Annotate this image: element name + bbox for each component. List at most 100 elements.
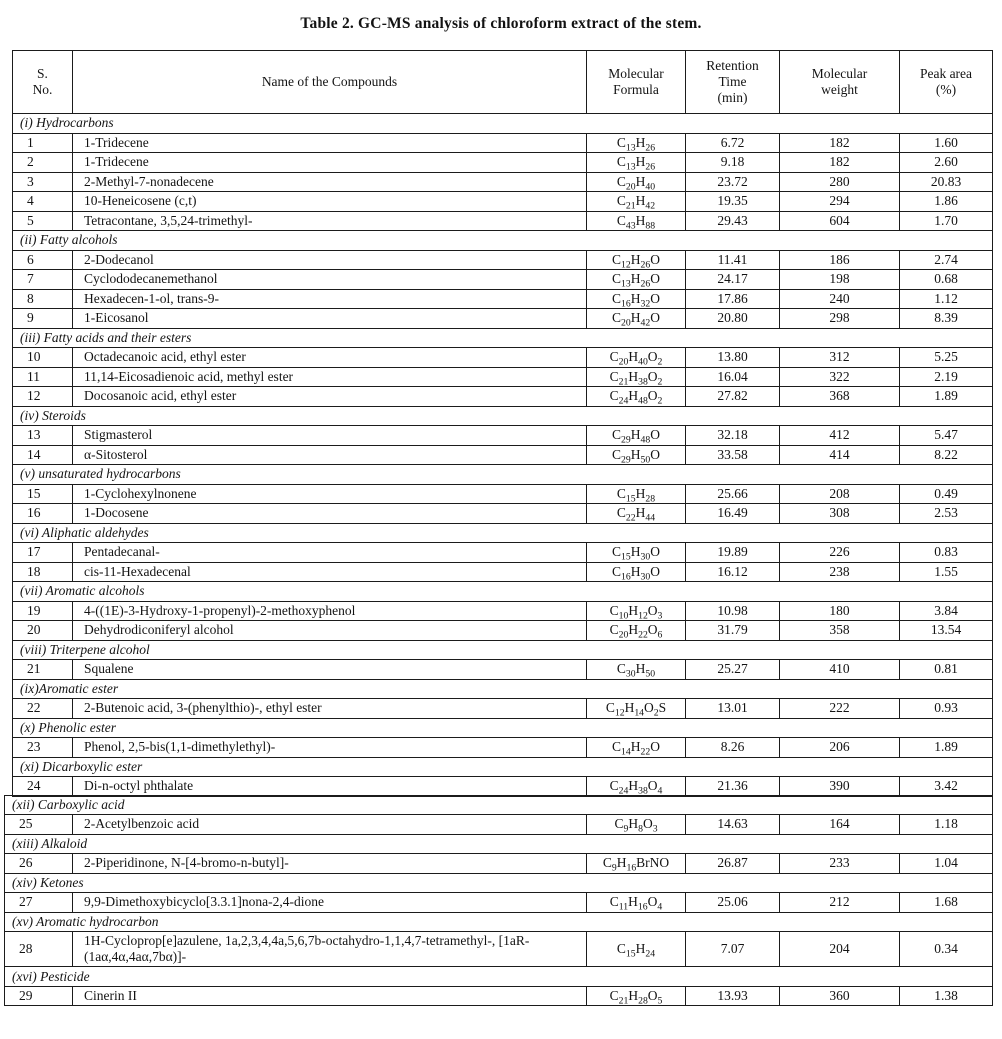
serial-number: 3 — [12, 171, 73, 192]
molecular-formula: C21H38O2 — [586, 366, 686, 387]
compound-name: 2-Piperidinone, N-[4-bromo-n-butyl]- — [72, 853, 587, 874]
compound-name: Di-n-octyl phthalate — [72, 776, 587, 797]
retention-time: 14.63 — [685, 814, 780, 835]
serial-number: 25 — [4, 814, 73, 835]
serial-number: 22 — [12, 698, 73, 719]
header-compound-name: Name of the Compounds — [72, 50, 587, 114]
peak-area: 8.22 — [899, 444, 993, 465]
serial-number: 4 — [12, 191, 73, 212]
molecular-weight: 182 — [779, 152, 900, 173]
compound-name: 1-Tridecene — [72, 152, 587, 173]
retention-time: 31.79 — [685, 620, 780, 641]
compound-name: 2-Methyl-7-nonadecene — [72, 171, 587, 192]
serial-number: 8 — [12, 288, 73, 309]
retention-time: 17.86 — [685, 288, 780, 309]
peak-area: 20.83 — [899, 171, 993, 192]
compound-row: 10 Octadecanoic acid, ethyl ester C20H40O2… — [12, 347, 993, 368]
molecular-weight: 298 — [779, 308, 900, 329]
molecular-weight: 412 — [779, 425, 900, 446]
compound-row: 16 1-Docosene C22H44 16.49 308 2.53 — [12, 503, 993, 524]
molecular-formula: C15H30O — [586, 542, 686, 563]
serial-number: 11 — [12, 366, 73, 387]
molecular-formula: C24H38O4 — [586, 776, 686, 797]
peak-area: 1.04 — [898, 853, 994, 874]
peak-area: 0.68 — [899, 269, 993, 290]
compound-row: 11 11,14-Eicosadienoic acid, methyl ester… — [12, 366, 993, 387]
section-label: (i) Hydrocarbons — [12, 113, 993, 134]
compound-name: Tetracontane, 3,5,24-trimethyl- — [72, 210, 587, 231]
section-row: (i) Hydrocarbons — [12, 113, 993, 134]
section-row: (xiii) Alkaloid — [3, 833, 994, 854]
compound-name: 2-Dodecanol — [72, 249, 587, 270]
compound-name: Hexadecen-1-ol, trans-9- — [72, 288, 587, 309]
peak-area: 0.83 — [899, 542, 993, 563]
compound-name: 1-Eicosanol — [72, 308, 587, 329]
section-row: (vii) Aromatic alcohols — [12, 581, 993, 602]
molecular-formula: C20H40 — [586, 171, 686, 192]
serial-number: 15 — [12, 483, 73, 504]
table-title: Table 2. GC-MS analysis of chloroform ex… — [300, 15, 702, 32]
compound-row: 26 2-Piperidinone, N-[4-bromo-n-butyl]- C9… — [4, 853, 994, 874]
peak-area: 2.60 — [899, 152, 993, 173]
section-label: (ix)Aromatic ester — [12, 678, 993, 699]
molecular-weight: 604 — [779, 210, 900, 231]
section-label: (xv) Aromatic hydrocarbon — [3, 911, 994, 932]
peak-area: 1.89 — [899, 386, 993, 407]
compound-name: 1-Docosene — [72, 503, 587, 524]
compound-name: Stigmasterol — [72, 425, 587, 446]
section-label: (iii) Fatty acids and their esters — [12, 327, 993, 348]
compound-name: Cinerin II — [72, 985, 587, 1007]
serial-number: 6 — [12, 249, 73, 270]
compound-name: Dehydrodiconiferyl alcohol — [72, 620, 587, 641]
molecular-formula: C29H50O — [586, 444, 686, 465]
section-label: (x) Phenolic ester — [12, 717, 993, 738]
retention-time: 25.06 — [685, 892, 780, 913]
molecular-weight: 164 — [779, 814, 900, 835]
molecular-weight: 212 — [779, 892, 900, 913]
compound-row: 12 Docosanoic acid, ethyl ester C24H48O2 27… — [12, 386, 993, 407]
serial-number: 9 — [12, 308, 73, 329]
peak-area: 0.93 — [899, 698, 993, 719]
section-label: (vi) Aliphatic aldehydes — [12, 522, 993, 543]
serial-number: 29 — [4, 985, 73, 1007]
compound-name: 1-Cyclohexylnonene — [72, 483, 587, 504]
compound-name: 11,14-Eicosadienoic acid, methyl ester — [72, 366, 587, 387]
molecular-formula: C22H44 — [586, 503, 686, 524]
compound-row: 29 Cinerin II C21H28O5 13.93 360 1.38 — [4, 985, 994, 1007]
serial-number: 16 — [12, 503, 73, 524]
header-retention-time: Retention Time (min) — [685, 50, 780, 114]
section-label: (xiii) Alkaloid — [3, 833, 994, 854]
peak-area: 5.47 — [899, 425, 993, 446]
compound-name: 1H-Cycloprop[e]azulene, 1a,2,3,4,4a,5,6,… — [72, 930, 587, 968]
retention-time: 19.89 — [685, 542, 780, 563]
compound-row: 24 Di-n-octyl phthalate C24H38O4 21.36 390 3.… — [12, 776, 993, 797]
peak-area: 13.54 — [899, 620, 993, 641]
molecular-weight: 233 — [779, 853, 900, 874]
molecular-weight: 308 — [779, 503, 900, 524]
molecular-formula: C24H48O2 — [586, 386, 686, 407]
retention-time: 20.80 — [685, 308, 780, 329]
retention-time: 24.17 — [685, 269, 780, 290]
peak-area: 1.86 — [899, 191, 993, 212]
molecular-weight: 198 — [779, 269, 900, 290]
gcms-table-upper: S. No. Name of the Compounds Molecular F… — [12, 50, 993, 797]
serial-number: 27 — [4, 892, 73, 913]
molecular-weight: 294 — [779, 191, 900, 212]
table-container: S. No. Name of the Compounds Molecular F… — [0, 50, 1002, 1007]
retention-time: 7.07 — [685, 930, 780, 968]
molecular-formula: C11H16O4 — [586, 892, 686, 913]
compound-row: 8 Hexadecen-1-ol, trans-9- C16H32O 17.86 240… — [12, 288, 993, 309]
compound-name: 2-Butenoic acid, 3-(phenylthio)-, ethyl … — [72, 698, 587, 719]
molecular-weight: 206 — [779, 737, 900, 758]
retention-time: 23.72 — [685, 171, 780, 192]
molecular-formula: C30H50 — [586, 659, 686, 680]
section-label: (viii) Triterpene alcohol — [12, 639, 993, 660]
serial-number: 24 — [12, 776, 73, 797]
molecular-formula: C15H24 — [586, 930, 686, 968]
peak-area: 3.84 — [899, 600, 993, 621]
serial-number: 26 — [4, 853, 73, 874]
serial-number: 14 — [12, 444, 73, 465]
compound-name: 2-Acetylbenzoic acid — [72, 814, 587, 835]
molecular-weight: 180 — [779, 600, 900, 621]
molecular-weight: 222 — [779, 698, 900, 719]
